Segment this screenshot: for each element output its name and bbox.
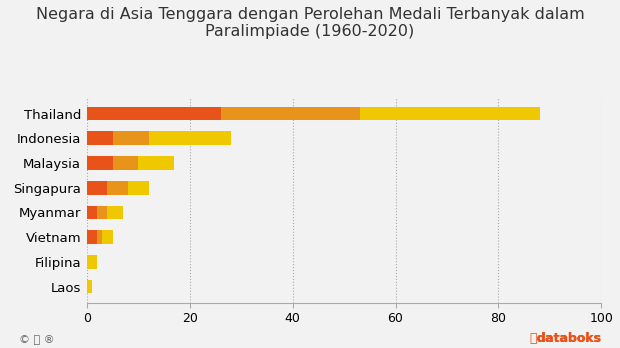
Bar [87, 132, 113, 145]
Bar [87, 255, 97, 269]
Bar [107, 181, 128, 195]
Bar [138, 156, 174, 170]
Bar [87, 156, 113, 170]
Bar [107, 206, 123, 219]
Bar [113, 132, 149, 145]
Text: Negara di Asia Tenggara dengan Perolehan Medali Terbanyak dalam
Paralimpiade (19: Negara di Asia Tenggara dengan Perolehan… [35, 7, 585, 39]
Bar [97, 206, 107, 219]
Bar [87, 280, 92, 293]
Bar [97, 230, 102, 244]
Bar [87, 206, 97, 219]
Bar [360, 107, 539, 120]
Bar [87, 230, 97, 244]
Bar [149, 132, 231, 145]
Bar [87, 181, 107, 195]
Text: © ⓘ ®: © ⓘ ® [19, 334, 54, 345]
Bar [102, 230, 113, 244]
Bar [113, 156, 138, 170]
Bar [128, 181, 149, 195]
Text: databoks: databoks [537, 332, 601, 345]
Text: databoks: databoks [529, 332, 601, 345]
Bar [221, 107, 360, 120]
Bar [87, 107, 221, 120]
